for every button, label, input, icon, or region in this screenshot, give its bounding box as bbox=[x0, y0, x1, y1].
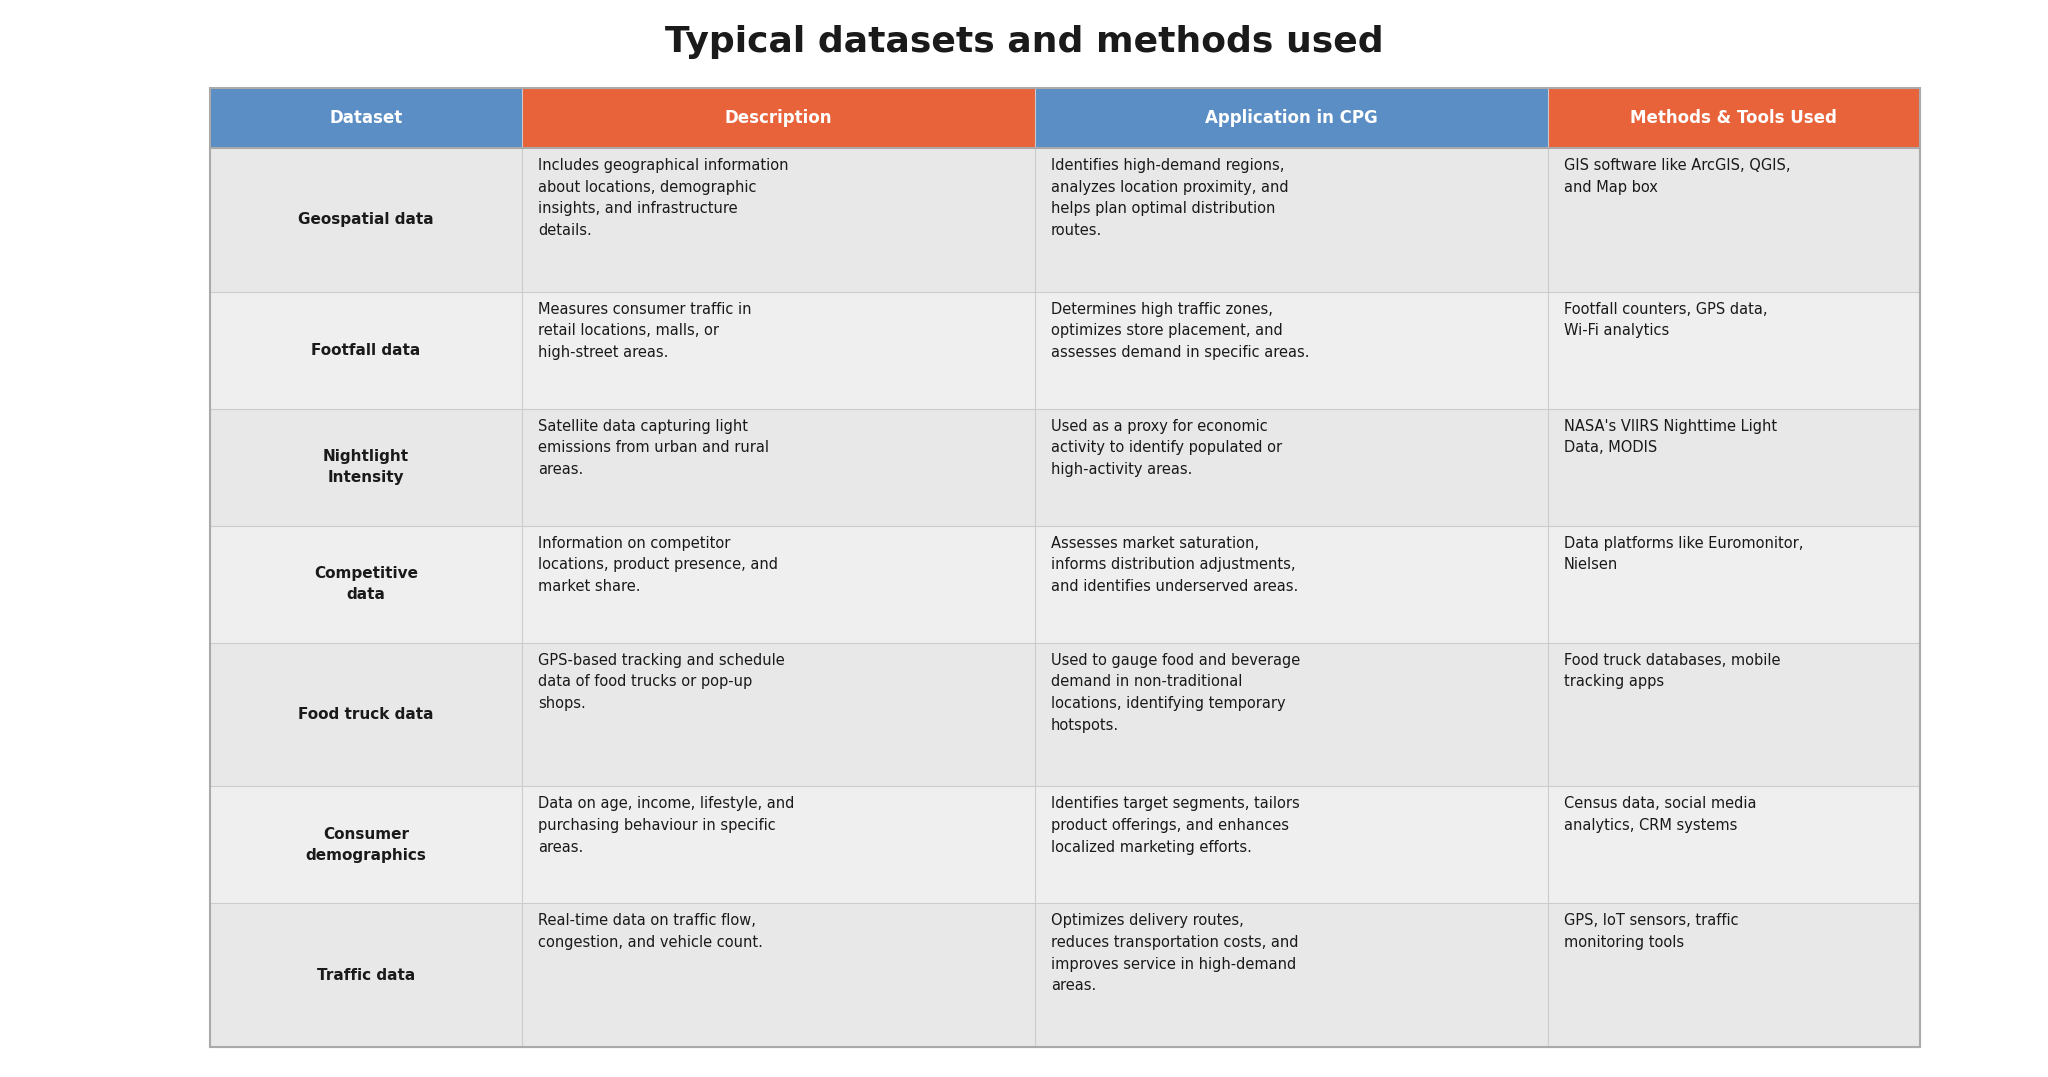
Bar bbox=[1034, 148, 1548, 292]
Bar bbox=[211, 526, 522, 643]
Bar bbox=[1548, 88, 1921, 148]
Bar bbox=[522, 88, 1034, 148]
Text: Data on age, income, lifestyle, and
purchasing behaviour in specific
areas.: Data on age, income, lifestyle, and purc… bbox=[539, 796, 795, 854]
Bar bbox=[211, 904, 522, 1047]
Bar bbox=[1548, 643, 1921, 786]
Text: GPS-based tracking and schedule
data of food trucks or pop-up
shops.: GPS-based tracking and schedule data of … bbox=[539, 653, 784, 711]
Text: Used to gauge food and beverage
demand in non-traditional
locations, identifying: Used to gauge food and beverage demand i… bbox=[1051, 653, 1300, 732]
Text: Footfall counters, GPS data,
Wi-Fi analytics: Footfall counters, GPS data, Wi-Fi analy… bbox=[1565, 302, 1767, 338]
Bar bbox=[211, 292, 522, 408]
Bar bbox=[1034, 526, 1548, 643]
Text: Geospatial data: Geospatial data bbox=[299, 212, 434, 227]
Text: Determines high traffic zones,
optimizes store placement, and
assesses demand in: Determines high traffic zones, optimizes… bbox=[1051, 302, 1309, 360]
Text: Nightlight
Intensity: Nightlight Intensity bbox=[324, 449, 410, 485]
Bar bbox=[1034, 292, 1548, 408]
Bar bbox=[522, 786, 1034, 904]
Bar bbox=[522, 526, 1034, 643]
Bar bbox=[1548, 904, 1921, 1047]
Text: Methods & Tools Used: Methods & Tools Used bbox=[1630, 109, 1837, 127]
Text: Census data, social media
analytics, CRM systems: Census data, social media analytics, CRM… bbox=[1565, 796, 1757, 833]
Text: Food truck data: Food truck data bbox=[299, 708, 434, 722]
Bar bbox=[522, 148, 1034, 292]
Text: Used as a proxy for economic
activity to identify populated or
high-activity are: Used as a proxy for economic activity to… bbox=[1051, 419, 1282, 477]
Bar bbox=[211, 88, 522, 148]
Bar bbox=[1548, 408, 1921, 526]
Bar bbox=[1034, 786, 1548, 904]
Text: Includes geographical information
about locations, demographic
insights, and inf: Includes geographical information about … bbox=[539, 158, 788, 238]
Text: Footfall data: Footfall data bbox=[311, 342, 420, 358]
Bar bbox=[1548, 292, 1921, 408]
Text: Information on competitor
locations, product presence, and
market share.: Information on competitor locations, pro… bbox=[539, 535, 778, 593]
Bar bbox=[1548, 526, 1921, 643]
Text: Typical datasets and methods used: Typical datasets and methods used bbox=[666, 25, 1382, 59]
Bar bbox=[211, 786, 522, 904]
Bar bbox=[1034, 904, 1548, 1047]
Bar bbox=[522, 904, 1034, 1047]
Text: Identifies target segments, tailors
product offerings, and enhances
localized ma: Identifies target segments, tailors prod… bbox=[1051, 796, 1300, 854]
Bar bbox=[211, 88, 1921, 1047]
Text: Identifies high-demand regions,
analyzes location proximity, and
helps plan opti: Identifies high-demand regions, analyzes… bbox=[1051, 158, 1288, 238]
Bar bbox=[211, 148, 522, 292]
Text: Optimizes delivery routes,
reduces transportation costs, and
improves service in: Optimizes delivery routes, reduces trans… bbox=[1051, 913, 1298, 993]
Text: Assesses market saturation,
informs distribution adjustments,
and identifies und: Assesses market saturation, informs dist… bbox=[1051, 535, 1298, 593]
Text: Satellite data capturing light
emissions from urban and rural
areas.: Satellite data capturing light emissions… bbox=[539, 419, 768, 477]
Bar bbox=[522, 408, 1034, 526]
Text: Real-time data on traffic flow,
congestion, and vehicle count.: Real-time data on traffic flow, congesti… bbox=[539, 913, 762, 950]
Bar bbox=[211, 643, 522, 786]
Text: GIS software like ArcGIS, QGIS,
and Map box: GIS software like ArcGIS, QGIS, and Map … bbox=[1565, 158, 1790, 195]
Text: Competitive
data: Competitive data bbox=[313, 567, 418, 602]
Bar bbox=[522, 643, 1034, 786]
Bar bbox=[211, 408, 522, 526]
Bar bbox=[1548, 148, 1921, 292]
Text: NASA's VIIRS Nighttime Light
Data, MODIS: NASA's VIIRS Nighttime Light Data, MODIS bbox=[1565, 419, 1778, 456]
Text: Dataset: Dataset bbox=[330, 109, 403, 127]
Bar bbox=[1034, 643, 1548, 786]
Text: Application in CPG: Application in CPG bbox=[1204, 109, 1378, 127]
Bar bbox=[1034, 88, 1548, 148]
Text: Food truck databases, mobile
tracking apps: Food truck databases, mobile tracking ap… bbox=[1565, 653, 1780, 689]
Text: Consumer
demographics: Consumer demographics bbox=[305, 827, 426, 863]
Text: Traffic data: Traffic data bbox=[317, 968, 416, 982]
Text: Description: Description bbox=[725, 109, 831, 127]
Text: Measures consumer traffic in
retail locations, malls, or
high-street areas.: Measures consumer traffic in retail loca… bbox=[539, 302, 752, 360]
Text: GPS, IoT sensors, traffic
monitoring tools: GPS, IoT sensors, traffic monitoring too… bbox=[1565, 913, 1739, 950]
Bar bbox=[1548, 786, 1921, 904]
Bar bbox=[1034, 408, 1548, 526]
Text: Data platforms like Euromonitor,
Nielsen: Data platforms like Euromonitor, Nielsen bbox=[1565, 535, 1802, 572]
Bar bbox=[522, 292, 1034, 408]
